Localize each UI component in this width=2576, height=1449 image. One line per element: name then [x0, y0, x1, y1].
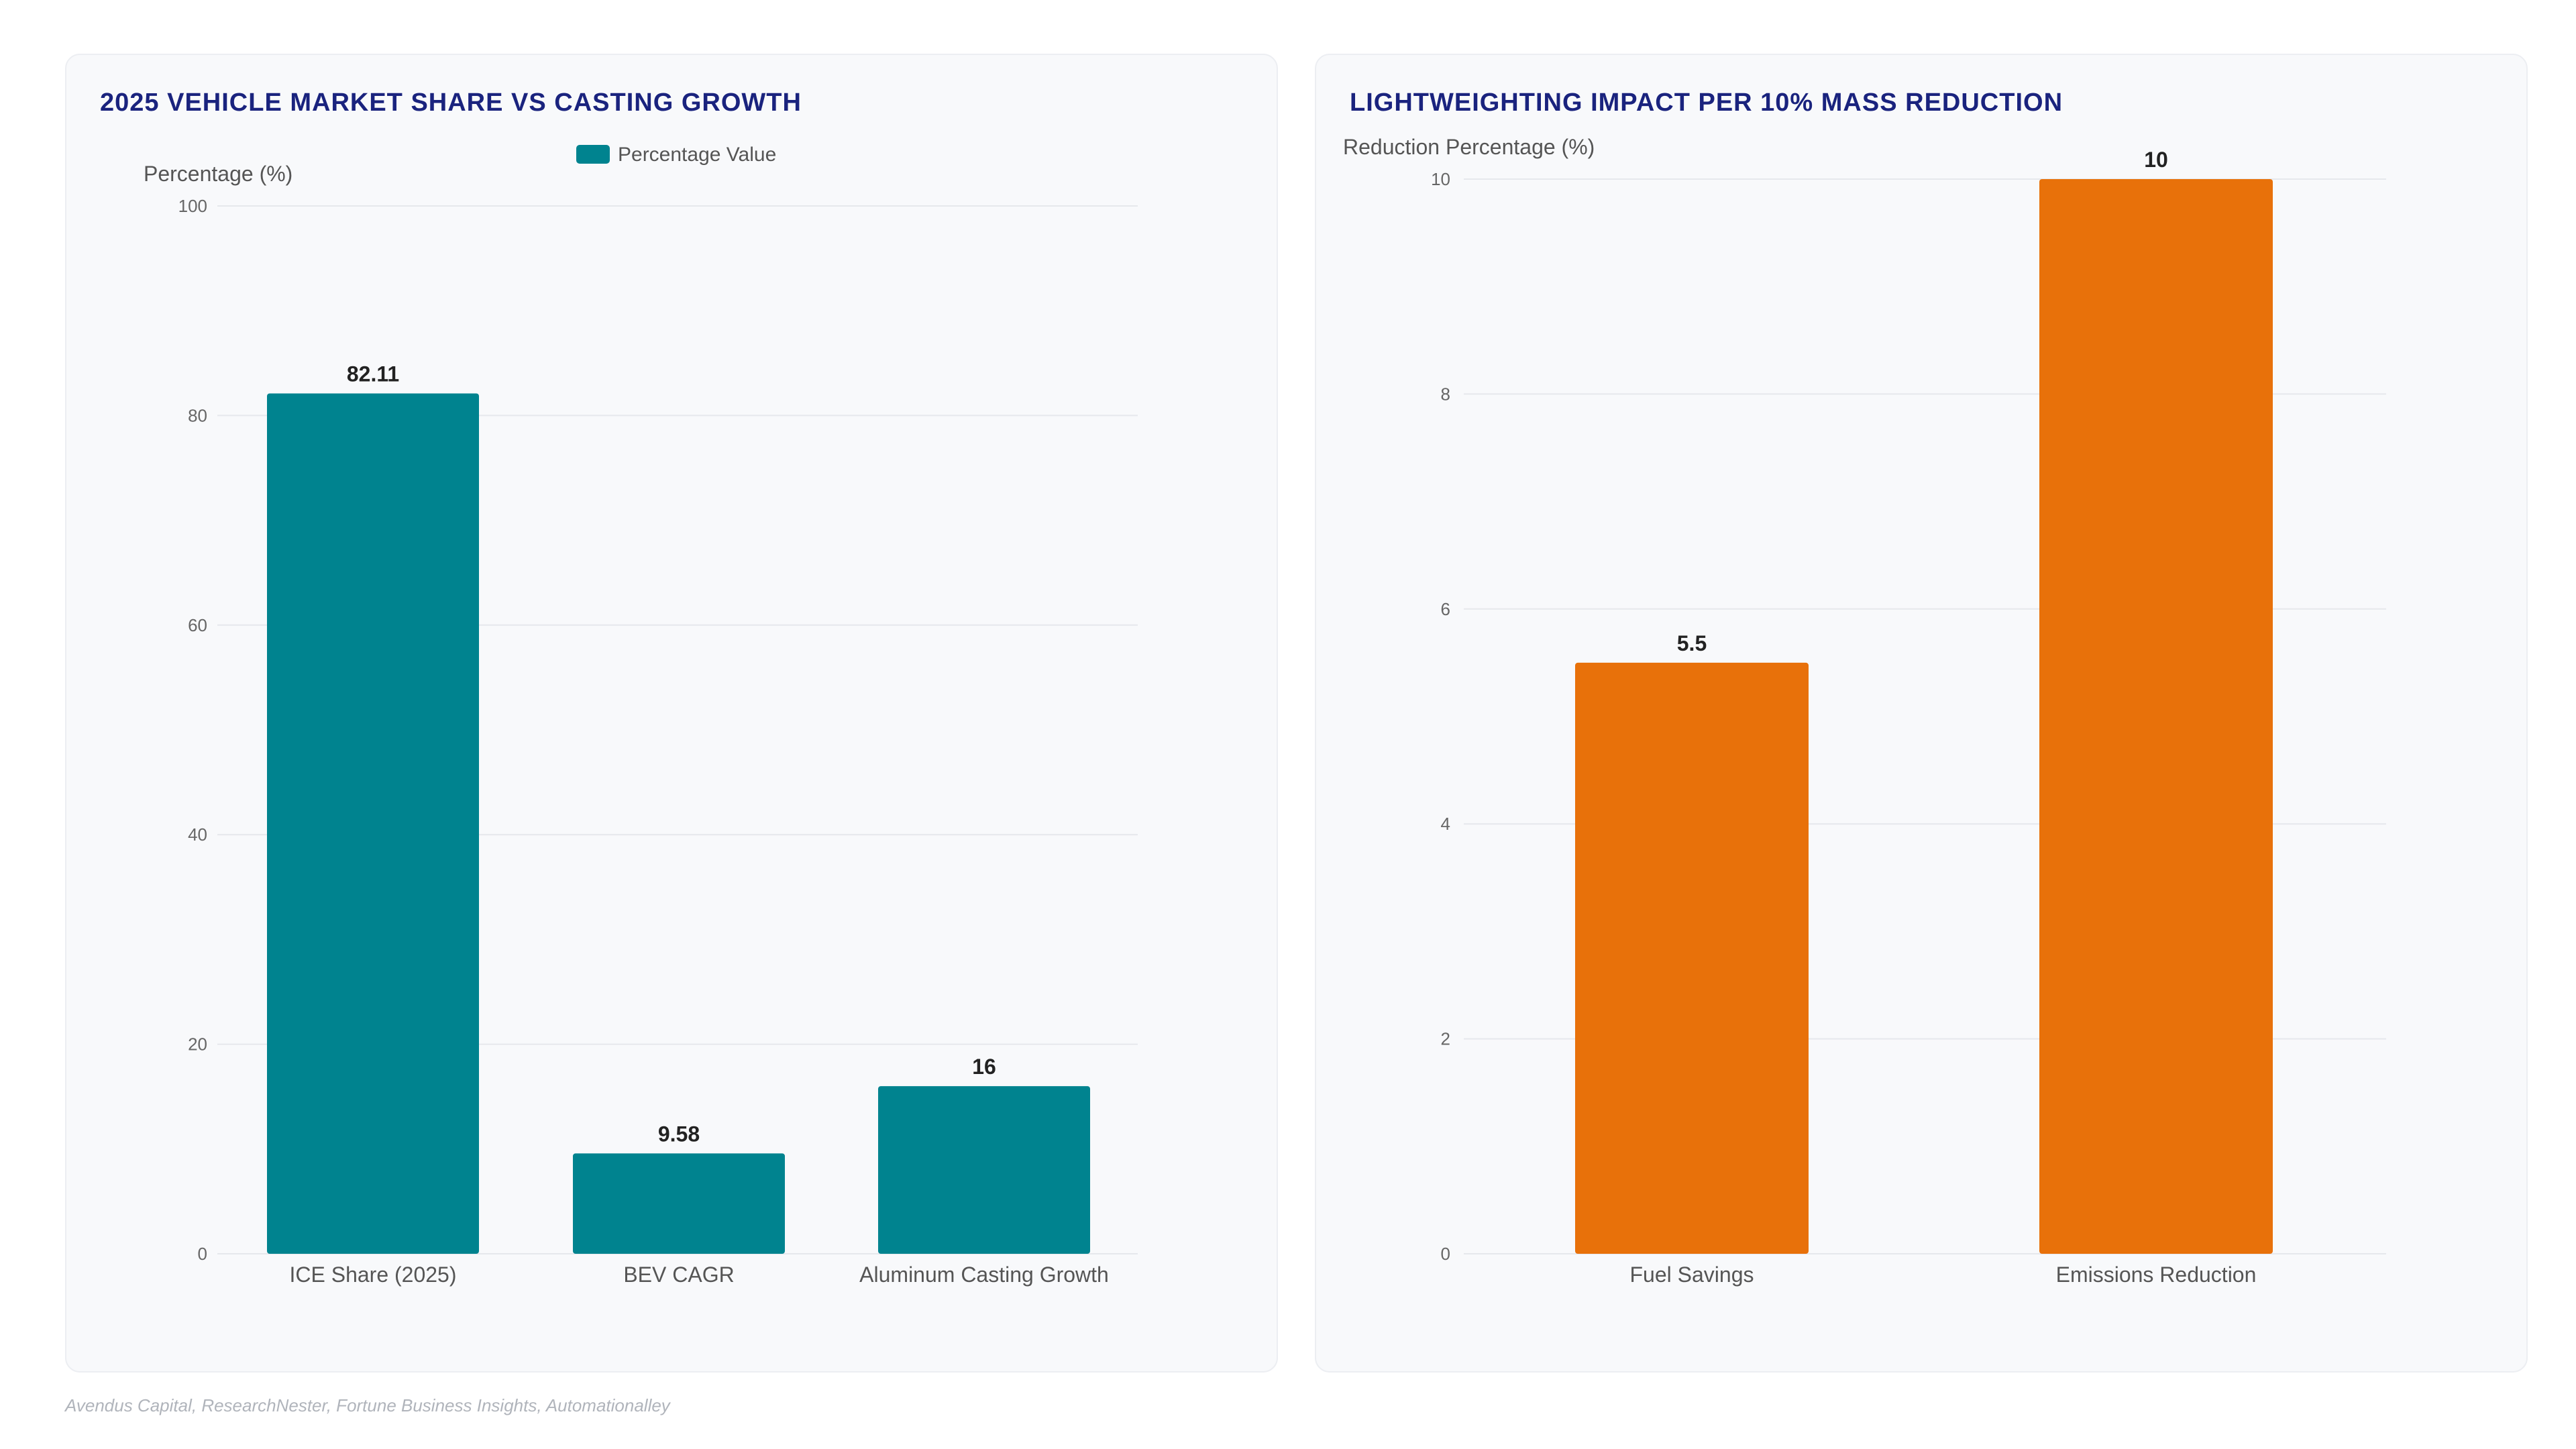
lightweighting-bar-chart: 0 2 4 6 8 10 Reduction Percentage (%) 5.5 Fuel S… [1343, 135, 2386, 1287]
y-tick-label: 0 [198, 1244, 207, 1264]
bar-value-label: 10 [2144, 148, 2168, 172]
x-tick-label: Fuel Savings [1630, 1263, 1754, 1287]
bar [2039, 179, 2273, 1254]
x-tick-label: Emissions Reduction [2056, 1263, 2257, 1287]
y-tick-label: 40 [188, 824, 207, 845]
x-tick-label: Aluminum Casting Growth [859, 1263, 1109, 1287]
bar-value-label: 5.5 [1677, 631, 1707, 655]
x-tick-label: ICE Share (2025) [289, 1263, 456, 1287]
y-tick-label: 2 [1441, 1029, 1450, 1049]
y-tick-label: 8 [1441, 384, 1450, 404]
y-tick-label: 4 [1441, 814, 1450, 834]
chart-title: LIGHTWEIGHTING IMPACT PER 10% MASS REDUC… [1350, 89, 2063, 117]
bar-value-label: 16 [972, 1055, 996, 1079]
chart-title: 2025 VEHICLE MARKET SHARE VS CASTING GRO… [100, 89, 802, 117]
legend-label: Percentage Value [618, 144, 776, 166]
bar [267, 393, 479, 1254]
market-share-chart-panel: 2025 VEHICLE MARKET SHARE VS CASTING GRO… [65, 54, 1278, 1373]
y-tick-label: 20 [188, 1034, 207, 1055]
lightweighting-chart-panel: LIGHTWEIGHTING IMPACT PER 10% MASS REDUC… [1315, 54, 2528, 1373]
legend-swatch [576, 145, 610, 164]
y-axis-label: Reduction Percentage (%) [1343, 135, 1595, 159]
bar [878, 1086, 1090, 1254]
y-tick-label: 10 [1431, 169, 1450, 189]
y-tick-label: 80 [188, 405, 207, 425]
bar [1575, 662, 1809, 1254]
y-axis-label: Percentage (%) [144, 162, 292, 186]
bar-value-label: 82.11 [347, 362, 399, 386]
x-tick-label: BEV CAGR [623, 1263, 734, 1287]
y-tick-label: 6 [1441, 599, 1450, 619]
source-note: Avendus Capital, ResearchNester, Fortune… [65, 1395, 670, 1415]
y-tick-label: 100 [178, 196, 207, 216]
bar-value-label: 9.58 [658, 1122, 700, 1146]
y-tick-label: 60 [188, 615, 207, 635]
bar [573, 1153, 785, 1254]
y-tick-label: 0 [1441, 1244, 1450, 1264]
market-share-bar-chart: 0 20 40 60 80 100 Percentage (%) Percentage Val… [144, 144, 1138, 1287]
